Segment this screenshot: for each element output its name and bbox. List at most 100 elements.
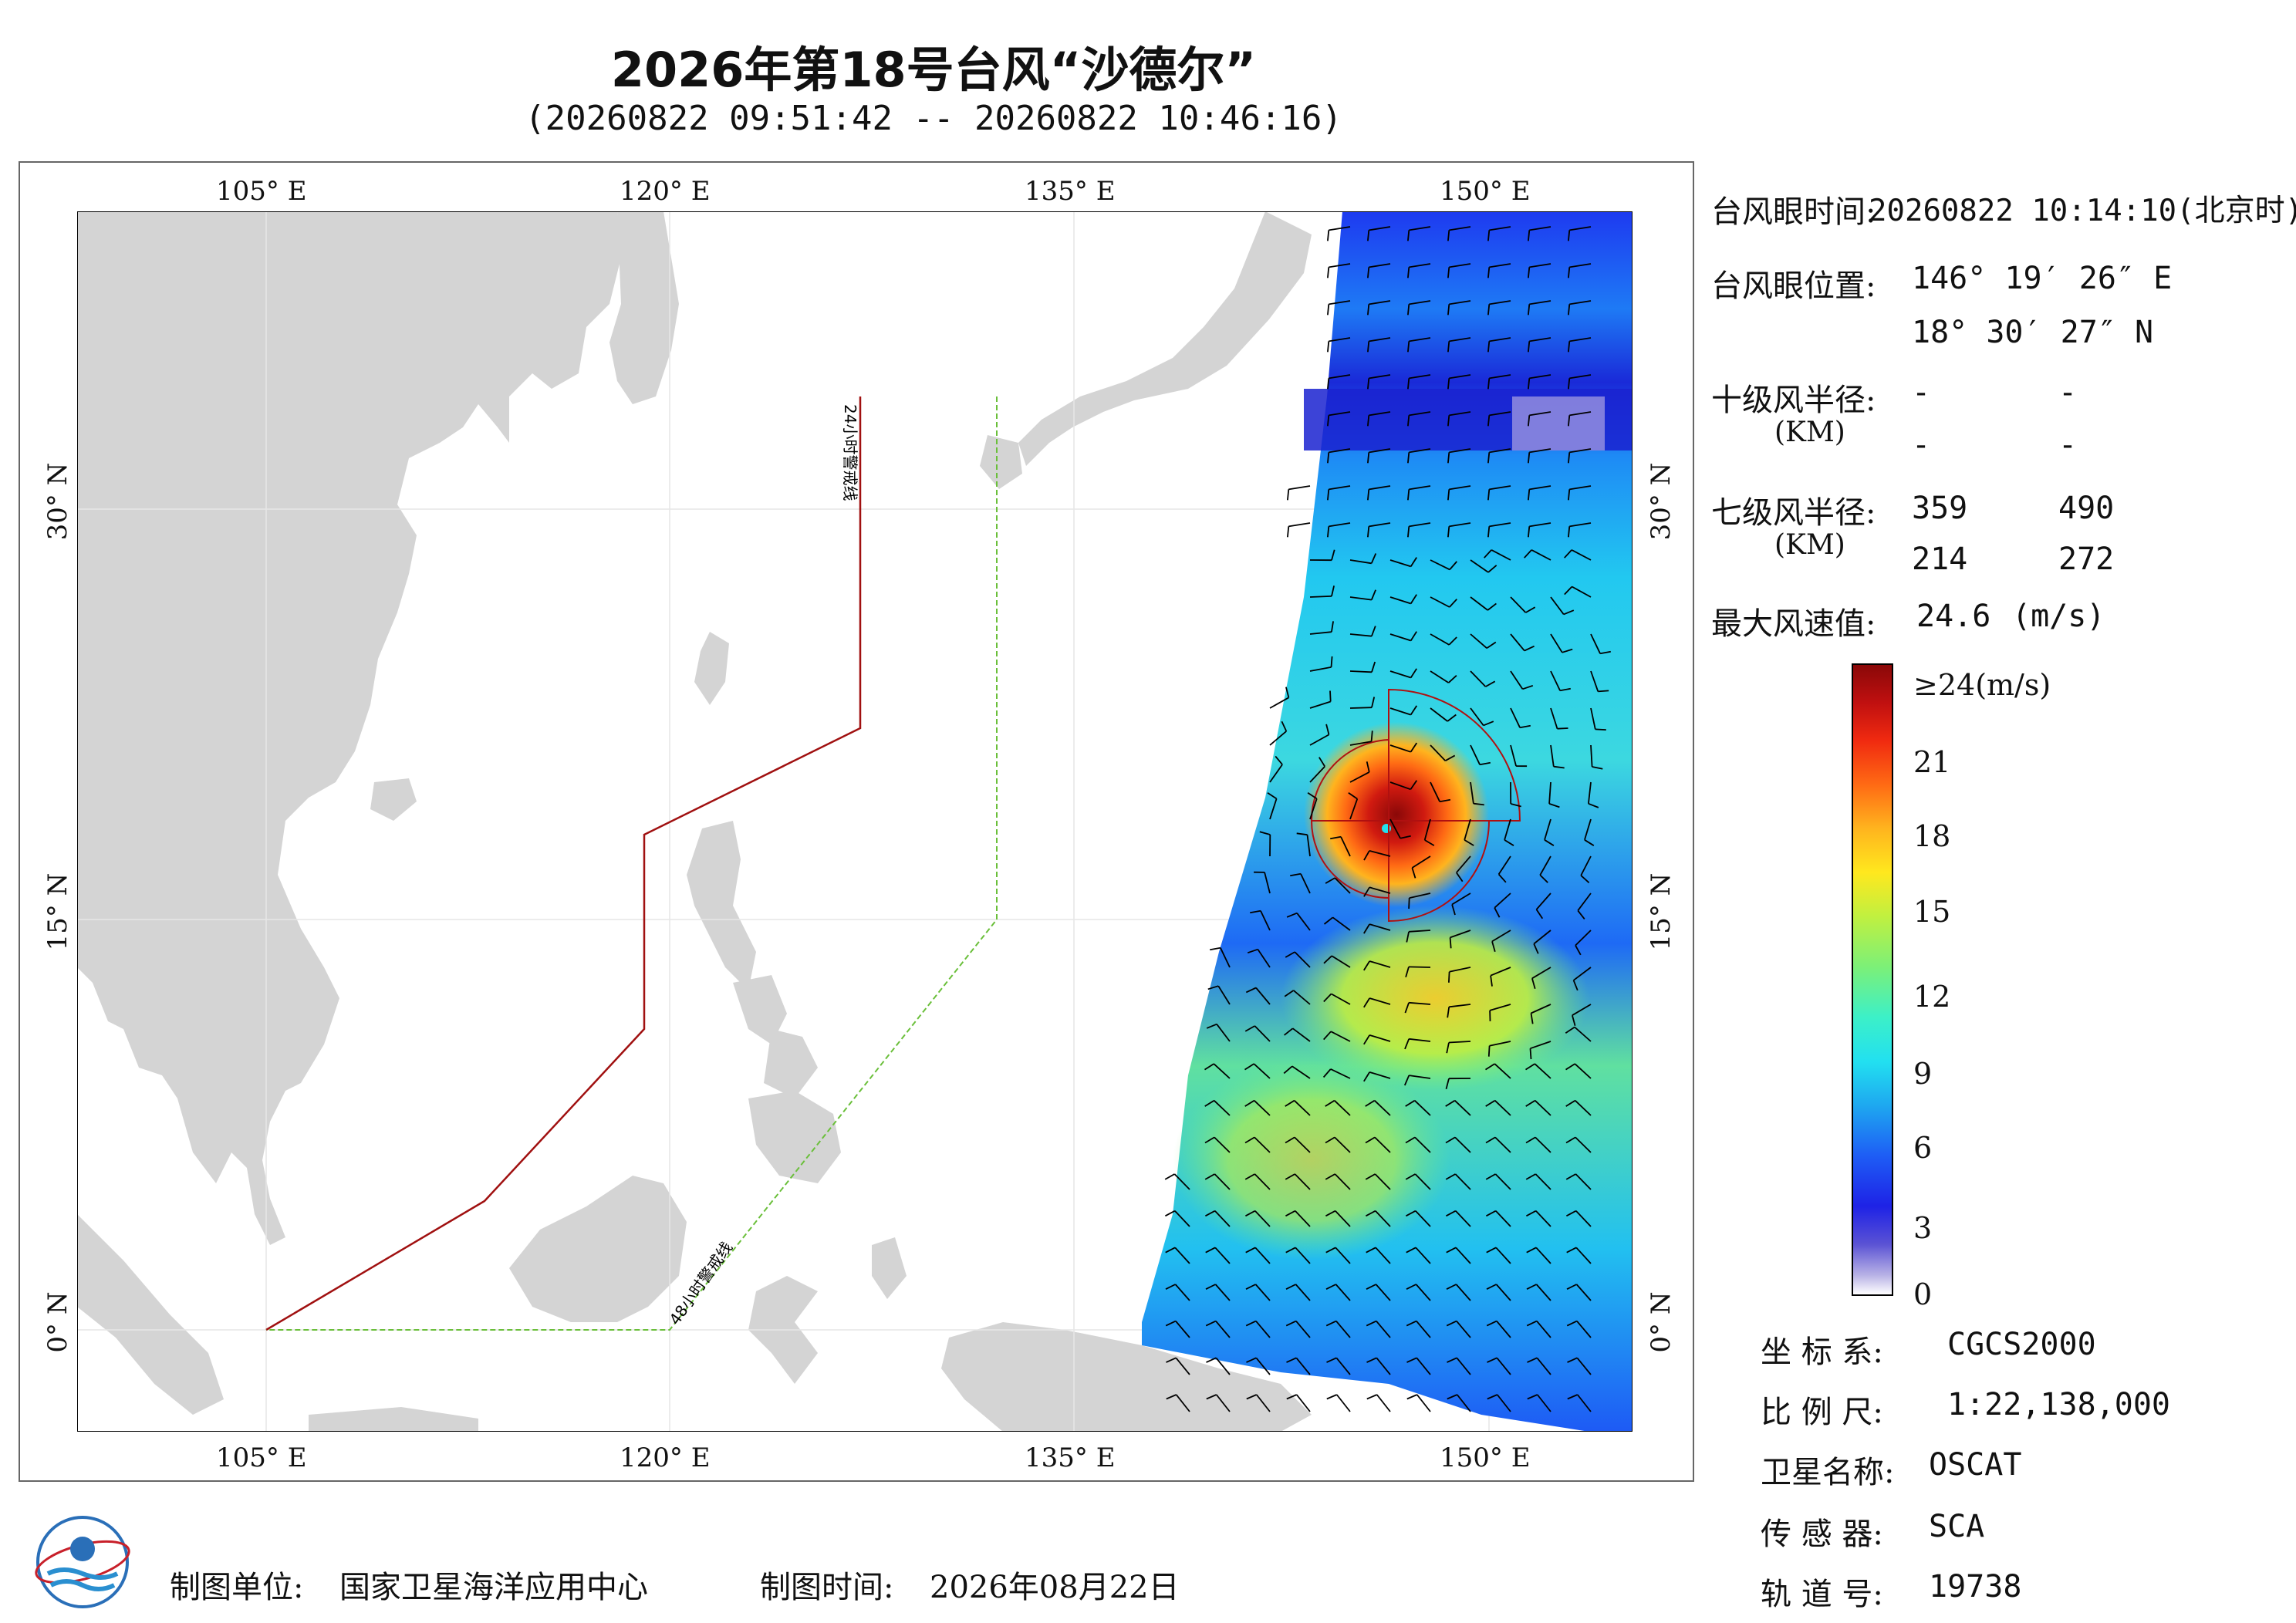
wind-barb-feather [1246, 1357, 1257, 1363]
wind-barb [1569, 226, 1592, 231]
wind-barb-feather [1447, 675, 1457, 683]
wind-barb [1415, 1247, 1431, 1264]
wind-barb [1369, 374, 1391, 380]
wind-barb [1220, 947, 1231, 968]
wind-barb [1569, 374, 1592, 380]
wind-barb-feather [1405, 1173, 1416, 1180]
wind-barb-feather [1522, 684, 1534, 690]
wind-barb-feather [1285, 951, 1295, 958]
wind-barb-feather [1327, 415, 1330, 427]
wind-barb-feather [1204, 1136, 1215, 1144]
wind-barb [1349, 596, 1372, 601]
wind-barb [1489, 485, 1511, 491]
wind-barb [1175, 1357, 1190, 1375]
wind-barb [1369, 1071, 1391, 1079]
wind-barb-feather [1525, 1136, 1536, 1144]
wind-barb-feather [1486, 1320, 1497, 1327]
wind-barb [1504, 818, 1511, 841]
wind-barb-feather [1447, 489, 1450, 501]
wind-barb-feather [1410, 705, 1418, 716]
r7-label: 七级风半径: [1711, 495, 1876, 531]
wind-barb-feather [1584, 839, 1595, 846]
wind-barb [1535, 1136, 1551, 1153]
wind-barb-feather [1486, 641, 1497, 650]
wind-barb [1329, 448, 1351, 454]
wind-barb-feather [1325, 1284, 1336, 1291]
wind-barb [1369, 226, 1391, 231]
wind-barb-feather [1327, 304, 1330, 315]
wind-barb-feather [1405, 967, 1410, 978]
wind-barb [1340, 836, 1351, 857]
wind-barb-feather [1445, 1078, 1450, 1090]
wind-barb [1369, 522, 1391, 528]
wind-barb [1329, 522, 1351, 528]
lat-tick-right: 0° N [1646, 1291, 1676, 1353]
satellite-label: 卫星名称: [1761, 1455, 1895, 1490]
wind-barb-feather [1367, 341, 1370, 353]
wind-barb-feather [1366, 1284, 1376, 1291]
wind-barb-feather [1367, 489, 1370, 501]
observation-time-range: (20260822 09:51:42 -- 20260822 10:46:16) [525, 99, 1342, 138]
eye-time-value: 20260822 10:14:10(北京时) [1869, 194, 2296, 228]
wind-barb [1575, 1284, 1592, 1301]
wind-barb [1254, 1136, 1271, 1153]
wind-barb-feather [1485, 680, 1496, 687]
wind-barb [1536, 1394, 1551, 1412]
wind-barb-feather [1285, 1210, 1296, 1217]
orbit-label: 轨 道 号: [1761, 1577, 1883, 1612]
wind-barb [1449, 300, 1471, 305]
wind-barb-feather [1528, 489, 1531, 501]
wind-barb-feather [1284, 990, 1295, 997]
wind-barb [1334, 1136, 1351, 1153]
wind-barb-feather [1245, 1284, 1256, 1291]
wind-barb-feather [1244, 1025, 1255, 1032]
wind-barb [1215, 1394, 1231, 1412]
wind-barb-feather [1307, 791, 1318, 800]
wind-barb [1575, 930, 1592, 946]
wind-barb-feather [1244, 1099, 1255, 1107]
wind-barb-feather [1559, 687, 1571, 692]
wind-barb-feather [1323, 916, 1334, 925]
r7-value: 490 [2058, 491, 2115, 526]
wind-barb-feather [1166, 1357, 1177, 1363]
wind-barb-feather [1485, 1210, 1497, 1217]
wind-barb [1449, 967, 1471, 973]
wind-barb [1494, 1100, 1511, 1116]
wind-barb [1575, 1210, 1592, 1227]
wind-barb [1510, 707, 1521, 728]
wind-barb-feather [1487, 341, 1491, 353]
wind-barb-feather [1447, 714, 1457, 722]
wind-barb-feather [1400, 835, 1411, 839]
wind-barb-feather [1446, 1042, 1450, 1054]
wind-barb-feather [1367, 452, 1370, 464]
wind-barb [1448, 1041, 1471, 1044]
eye-longitude: 146° 19′ 26″ E [1912, 261, 2173, 296]
wind-barb-feather [1410, 780, 1418, 790]
wind-barb [1255, 1321, 1271, 1338]
wind-barb-feather [1325, 724, 1330, 735]
wind-barb-feather [1487, 230, 1491, 241]
wind-barb-feather [1528, 452, 1531, 464]
wind-barb-feather [1447, 415, 1450, 427]
wind-barb [1449, 411, 1471, 417]
wind-barb [1369, 448, 1391, 454]
wind-barb-feather [1267, 791, 1278, 800]
wind-barb-feather [1568, 526, 1571, 538]
wind-barb [1590, 670, 1599, 692]
wind-barb-feather [1204, 1173, 1215, 1180]
footer-unit-label: 制图单位: [170, 1570, 304, 1605]
wind-barb-feather [1568, 489, 1571, 501]
wind-barb-feather [1486, 1247, 1497, 1254]
wind-barb [1590, 707, 1596, 730]
wind-barb-feather [1568, 415, 1571, 427]
wind-barb [1529, 226, 1551, 231]
wind-barb-feather [1165, 1320, 1177, 1327]
wind-barb-feather [1530, 1013, 1534, 1024]
wind-barb [1334, 1100, 1351, 1116]
wind-barb [1264, 872, 1271, 894]
wind-barb-feather [1487, 565, 1497, 573]
wind-barb-feather [1325, 877, 1335, 884]
wind-barb [1369, 997, 1391, 1005]
wind-barb [1489, 226, 1511, 231]
wind-barb-feather [1363, 960, 1370, 971]
